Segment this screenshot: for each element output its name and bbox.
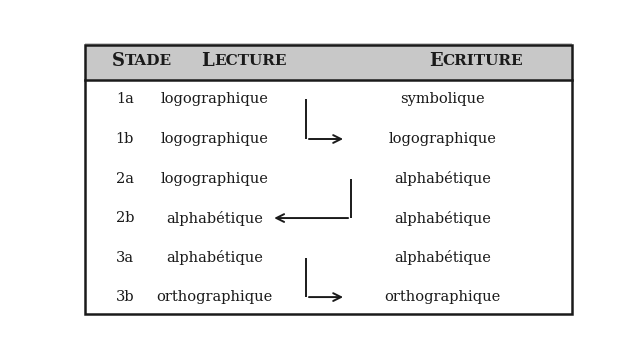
Text: logographique: logographique <box>389 132 497 146</box>
Text: L: L <box>201 52 214 70</box>
Text: orthographique: orthographique <box>156 290 272 304</box>
Text: orthographique: orthographique <box>385 290 501 304</box>
Text: E: E <box>429 52 443 70</box>
Text: alphabétique: alphabétique <box>394 210 491 226</box>
Text: alphabétique: alphabétique <box>166 250 263 265</box>
Text: 1b: 1b <box>115 132 134 146</box>
Bar <box>85 43 572 80</box>
Text: symbolique: symbolique <box>401 93 485 106</box>
Text: 1a: 1a <box>116 93 134 106</box>
Text: CRITURE: CRITURE <box>443 54 524 68</box>
Text: logographique: logographique <box>160 93 268 106</box>
Text: ECTURE: ECTURE <box>214 54 287 68</box>
Text: 3b: 3b <box>115 290 134 304</box>
Text: S: S <box>112 52 125 70</box>
Text: logographique: logographique <box>160 132 268 146</box>
Text: 2b: 2b <box>115 211 134 225</box>
Text: 2a: 2a <box>116 172 134 185</box>
Text: 3a: 3a <box>116 251 134 265</box>
Text: logographique: logographique <box>160 172 268 185</box>
Text: TADE: TADE <box>125 54 172 68</box>
Text: alphabétique: alphabétique <box>166 210 263 226</box>
Text: alphabétique: alphabétique <box>394 250 491 265</box>
Text: alphabétique: alphabétique <box>394 171 491 186</box>
